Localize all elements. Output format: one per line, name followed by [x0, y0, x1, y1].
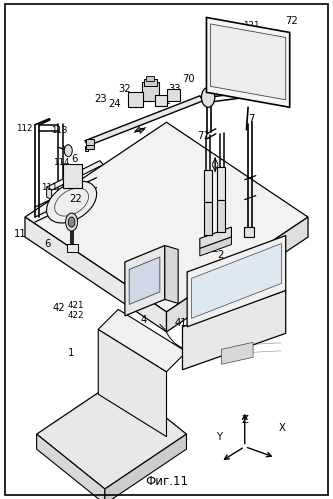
Polygon shape [210, 24, 286, 100]
Text: X: X [279, 423, 286, 433]
Text: 2: 2 [217, 250, 224, 260]
Polygon shape [98, 329, 166, 437]
Text: 114: 114 [53, 158, 70, 167]
Bar [217, 167, 225, 200]
Text: Фиг.11: Фиг.11 [145, 475, 188, 488]
Bar [166, 89, 180, 101]
Circle shape [66, 213, 78, 231]
Bar [155, 95, 167, 106]
Bar [67, 244, 78, 252]
Text: 22: 22 [206, 244, 219, 253]
Circle shape [64, 145, 72, 157]
Polygon shape [47, 161, 103, 191]
Text: 121: 121 [243, 21, 260, 30]
Polygon shape [37, 379, 186, 489]
Polygon shape [129, 257, 160, 304]
Bar [204, 170, 212, 202]
Polygon shape [191, 244, 281, 318]
Text: 72: 72 [285, 16, 298, 26]
Polygon shape [206, 17, 290, 107]
Polygon shape [165, 246, 178, 303]
Text: 43: 43 [145, 79, 158, 89]
Text: 113: 113 [51, 126, 68, 135]
Text: 21: 21 [159, 96, 171, 106]
Polygon shape [85, 96, 203, 146]
Polygon shape [98, 309, 186, 372]
Polygon shape [166, 217, 308, 332]
Text: 11: 11 [14, 229, 27, 239]
Bar [86, 139, 94, 145]
Circle shape [68, 217, 75, 227]
Text: 6: 6 [72, 154, 78, 164]
Polygon shape [105, 434, 186, 499]
Polygon shape [187, 236, 286, 327]
Text: 33: 33 [168, 84, 181, 94]
Text: 46: 46 [223, 303, 235, 313]
Text: 422: 422 [68, 311, 84, 320]
Bar [142, 82, 159, 101]
Text: 111: 111 [41, 183, 58, 192]
Polygon shape [25, 122, 308, 312]
Bar [144, 79, 157, 86]
Text: 70: 70 [182, 74, 194, 84]
Polygon shape [85, 146, 88, 151]
Polygon shape [200, 237, 231, 256]
Text: Z: Z [241, 415, 248, 425]
Text: Y: Y [216, 432, 222, 442]
Polygon shape [182, 290, 286, 370]
Text: 421: 421 [68, 301, 84, 310]
Bar [217, 200, 225, 232]
Polygon shape [200, 227, 231, 249]
Bar [86, 145, 94, 149]
Text: 32: 32 [119, 84, 131, 94]
Text: 1: 1 [67, 348, 74, 358]
Text: 112: 112 [16, 124, 32, 133]
Text: 4: 4 [141, 315, 147, 325]
Circle shape [201, 87, 215, 107]
Text: 23: 23 [94, 94, 107, 104]
Text: 42: 42 [53, 303, 66, 313]
Bar [244, 227, 254, 237]
Bar [146, 76, 154, 81]
Polygon shape [37, 434, 105, 499]
Text: 41: 41 [174, 318, 187, 328]
Polygon shape [221, 342, 253, 364]
Bar [204, 202, 212, 235]
Polygon shape [25, 217, 166, 332]
Polygon shape [125, 246, 165, 316]
Ellipse shape [47, 181, 97, 223]
Polygon shape [47, 187, 52, 200]
Text: 7: 7 [248, 114, 255, 124]
Bar [128, 92, 143, 107]
Text: 71: 71 [197, 131, 210, 141]
Text: 24: 24 [109, 99, 121, 109]
Bar [63, 164, 82, 188]
Text: 6: 6 [44, 239, 51, 249]
Text: 22: 22 [70, 194, 82, 204]
